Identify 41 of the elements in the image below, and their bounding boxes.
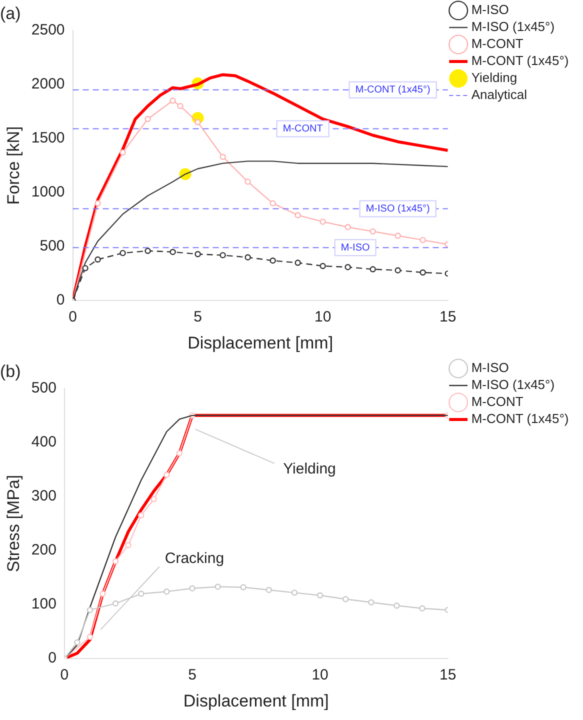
legend-label: M-CONT (471, 394, 524, 410)
y-tick-label: 2000 (31, 76, 65, 93)
legend-label: M-ISO (1x45°) (471, 377, 555, 392)
legend-label: M-CONT (1x45°) (471, 411, 569, 426)
y-tick-label: 0 (48, 650, 56, 667)
annotation: Cracking (164, 550, 224, 567)
x-axis-title: Displacement [mm] (183, 691, 329, 710)
ref-line-label: M-CONT (1x45°) (355, 84, 430, 96)
y-tick-label: 100 (31, 596, 56, 613)
chart-title: (a) (0, 4, 21, 23)
y-axis-title: Stress [MPa] (4, 474, 23, 572)
x-tick-label: 5 (194, 308, 202, 326)
ref-line-label: M-CONT (282, 124, 323, 135)
y-tick-label: 300 (31, 488, 56, 505)
legend-label: Yielding (471, 70, 518, 86)
legend-label: M-ISO (471, 360, 509, 376)
x-tick-label: 0 (68, 308, 77, 326)
x-tick-label: 15 (440, 666, 456, 684)
y-axis-title: Force [kN] (4, 126, 23, 205)
legend-label: M-ISO (1x45°) (471, 19, 555, 34)
y-tick-label: 200 (31, 542, 56, 559)
x-tick-label: 15 (440, 308, 456, 326)
y-tick-label: 500 (40, 238, 65, 255)
legend-label: M-CONT (1x45°) (471, 53, 569, 68)
y-tick-label: 500 (31, 380, 56, 397)
legend-label: M-ISO (471, 2, 509, 18)
x-axis-title: Displacement [mm] (188, 333, 334, 352)
x-tick-label: 10 (314, 308, 332, 326)
ref-line-label: M-ISO (340, 242, 370, 254)
legend-label: M-CONT (471, 36, 524, 52)
y-tick-label: 1500 (31, 130, 65, 147)
text: Analytical (471, 87, 528, 102)
y-tick-label: 2500 (31, 22, 65, 39)
ref-line-label: M-ISO (1x45°) (366, 203, 430, 214)
y-tick-label: 400 (31, 434, 56, 451)
chart-title: (b) (0, 362, 21, 381)
y-tick-label: 0 (56, 292, 65, 309)
x-tick-label: 10 (312, 666, 328, 684)
annotation: Yielding (283, 460, 336, 478)
y-tick-label: 1000 (31, 184, 65, 201)
x-tick-label: 5 (188, 666, 196, 684)
